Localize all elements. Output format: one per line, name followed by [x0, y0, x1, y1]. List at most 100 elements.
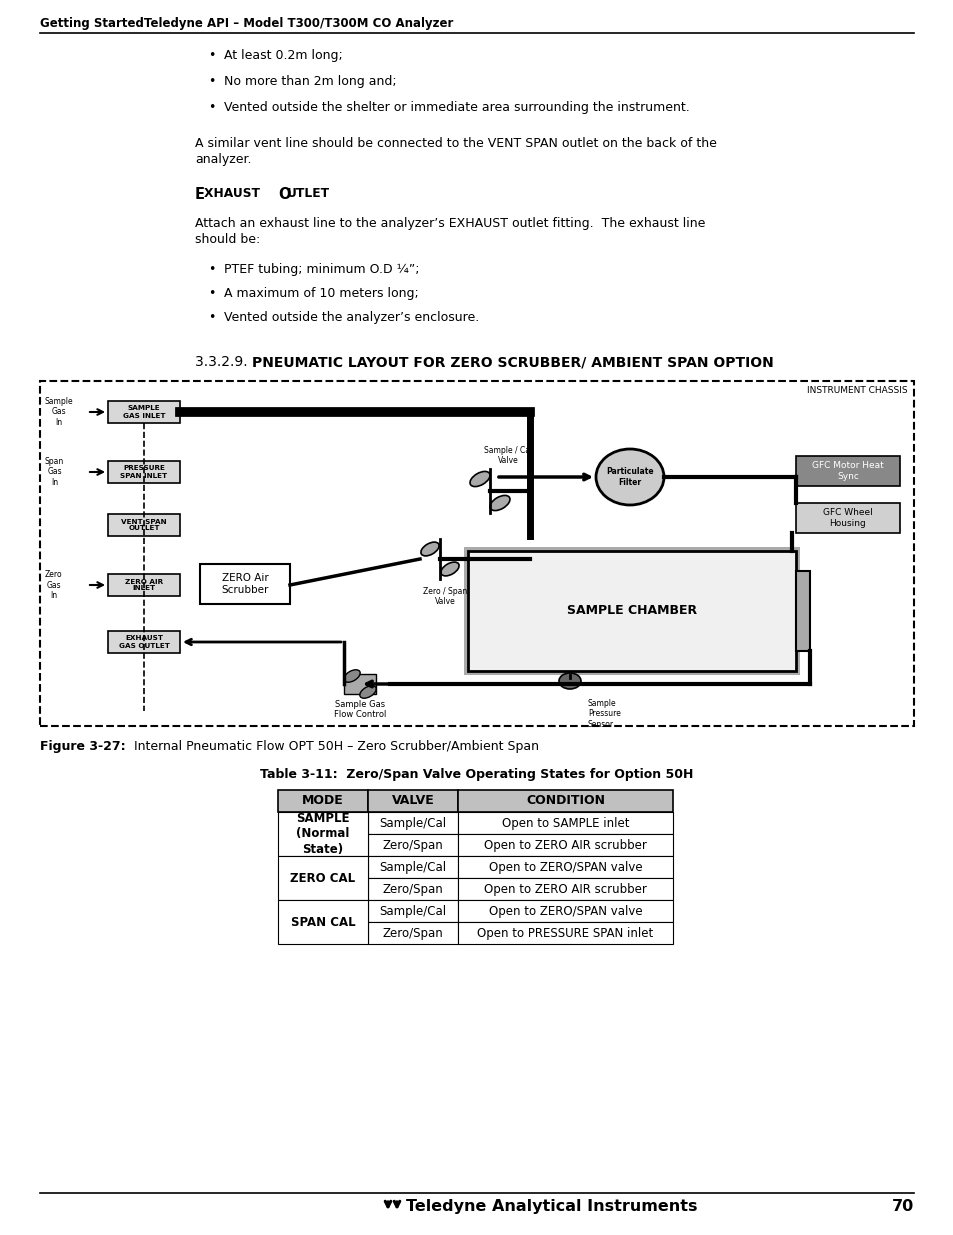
Text: Sample/Cal: Sample/Cal — [379, 904, 446, 918]
Text: A maximum of 10 meters long;: A maximum of 10 meters long; — [224, 287, 418, 300]
Text: •: • — [208, 311, 215, 324]
FancyBboxPatch shape — [457, 856, 672, 878]
Text: Vented outside the shelter or immediate area surrounding the instrument.: Vented outside the shelter or immediate … — [224, 101, 689, 114]
FancyBboxPatch shape — [277, 900, 368, 944]
Text: Span
Gas
In: Span Gas In — [45, 457, 64, 487]
Text: PTEF tubing; minimum O.D ¼”;: PTEF tubing; minimum O.D ¼”; — [224, 263, 419, 275]
FancyBboxPatch shape — [457, 834, 672, 856]
Text: Particulate
Filter: Particulate Filter — [605, 467, 653, 487]
Text: Open to ZERO AIR scrubber: Open to ZERO AIR scrubber — [483, 883, 646, 895]
FancyBboxPatch shape — [368, 811, 457, 834]
Text: ZERO AIR
INLET: ZERO AIR INLET — [125, 578, 163, 592]
FancyBboxPatch shape — [368, 878, 457, 900]
FancyBboxPatch shape — [795, 456, 899, 487]
Text: 70: 70 — [891, 1199, 913, 1214]
FancyBboxPatch shape — [108, 631, 180, 653]
FancyBboxPatch shape — [108, 514, 180, 536]
Text: 3.3.2.9.: 3.3.2.9. — [194, 354, 252, 369]
Text: •: • — [208, 49, 215, 62]
Text: Sample/Cal: Sample/Cal — [379, 816, 446, 830]
Text: VENT SPAN
OUTLET: VENT SPAN OUTLET — [121, 519, 167, 531]
Ellipse shape — [420, 542, 438, 556]
Text: SAMPLE CHAMBER: SAMPLE CHAMBER — [566, 604, 697, 618]
FancyBboxPatch shape — [108, 461, 180, 483]
Text: Zero/Span: Zero/Span — [382, 883, 443, 895]
Ellipse shape — [440, 562, 458, 576]
Ellipse shape — [490, 495, 510, 510]
FancyBboxPatch shape — [368, 923, 457, 944]
Text: Open to PRESSURE SPAN inlet: Open to PRESSURE SPAN inlet — [476, 926, 653, 940]
Text: Figure 3-27:: Figure 3-27: — [40, 740, 126, 753]
Text: Table 3-11:  Zero/Span Valve Operating States for Option 50H: Table 3-11: Zero/Span Valve Operating St… — [260, 768, 693, 781]
Text: Zero
Gas
In: Zero Gas In — [45, 571, 63, 600]
Text: Open to ZERO AIR scrubber: Open to ZERO AIR scrubber — [483, 839, 646, 851]
Ellipse shape — [596, 450, 663, 505]
FancyBboxPatch shape — [277, 811, 368, 856]
Text: INSTRUMENT CHASSIS: INSTRUMENT CHASSIS — [806, 387, 907, 395]
FancyBboxPatch shape — [795, 503, 899, 534]
Text: SAMPLE
(Normal
State): SAMPLE (Normal State) — [296, 813, 350, 856]
Ellipse shape — [558, 673, 580, 689]
FancyBboxPatch shape — [368, 834, 457, 856]
Text: Zero/Span: Zero/Span — [382, 926, 443, 940]
Text: EXHAUST
GAS OUTLET: EXHAUST GAS OUTLET — [118, 636, 170, 648]
FancyBboxPatch shape — [277, 856, 368, 900]
Text: should be:: should be: — [194, 233, 260, 246]
Text: Internal Pneumatic Flow OPT 50H – Zero Scrubber/Ambient Span: Internal Pneumatic Flow OPT 50H – Zero S… — [118, 740, 538, 753]
FancyBboxPatch shape — [457, 878, 672, 900]
FancyBboxPatch shape — [368, 900, 457, 923]
Text: Open to SAMPLE inlet: Open to SAMPLE inlet — [501, 816, 629, 830]
Text: Sample
Pressure
Sensor: Sample Pressure Sensor — [587, 699, 620, 729]
Text: •: • — [208, 263, 215, 275]
Text: Sample / Cal
Valve: Sample / Cal Valve — [483, 446, 532, 466]
Text: ZERO CAL: ZERO CAL — [290, 872, 355, 884]
FancyBboxPatch shape — [457, 811, 672, 834]
Text: Sample/Cal: Sample/Cal — [379, 861, 446, 873]
Text: Zero/Span: Zero/Span — [382, 839, 443, 851]
Text: •: • — [208, 75, 215, 88]
FancyBboxPatch shape — [344, 674, 375, 694]
Text: VALVE: VALVE — [392, 794, 434, 808]
FancyBboxPatch shape — [457, 900, 672, 923]
Text: UTLET: UTLET — [287, 186, 330, 200]
Text: No more than 2m long and;: No more than 2m long and; — [224, 75, 396, 88]
Text: O: O — [277, 186, 291, 203]
Text: CONDITION: CONDITION — [525, 794, 604, 808]
Text: PRESSURE
SPAN INLET: PRESSURE SPAN INLET — [120, 466, 168, 478]
FancyBboxPatch shape — [277, 790, 368, 811]
Text: Open to ZERO/SPAN valve: Open to ZERO/SPAN valve — [488, 861, 641, 873]
Text: PNEUMATIC LAYOUT FOR ZERO SCRUBBER/ AMBIENT SPAN OPTION: PNEUMATIC LAYOUT FOR ZERO SCRUBBER/ AMBI… — [252, 354, 773, 369]
FancyBboxPatch shape — [368, 856, 457, 878]
Ellipse shape — [343, 669, 360, 682]
FancyBboxPatch shape — [200, 564, 290, 604]
FancyBboxPatch shape — [468, 551, 795, 671]
Text: Sample
Gas
In: Sample Gas In — [45, 398, 73, 427]
Text: •: • — [208, 287, 215, 300]
FancyBboxPatch shape — [368, 790, 457, 811]
Text: ZERO Air
Scrubber: ZERO Air Scrubber — [221, 573, 269, 595]
Text: MODE: MODE — [302, 794, 343, 808]
Ellipse shape — [359, 685, 375, 698]
Text: SPAN CAL: SPAN CAL — [291, 915, 355, 929]
Text: Vented outside the analyzer’s enclosure.: Vented outside the analyzer’s enclosure. — [224, 311, 478, 324]
Text: SAMPLE
GAS INLET: SAMPLE GAS INLET — [123, 405, 165, 419]
Text: E: E — [194, 186, 205, 203]
Ellipse shape — [470, 472, 490, 487]
FancyBboxPatch shape — [795, 571, 809, 651]
FancyBboxPatch shape — [463, 547, 800, 676]
Text: Open to ZERO/SPAN valve: Open to ZERO/SPAN valve — [488, 904, 641, 918]
FancyBboxPatch shape — [457, 790, 672, 811]
Text: GFC Wheel
Housing: GFC Wheel Housing — [822, 509, 872, 527]
Text: Sample Gas
Flow Control: Sample Gas Flow Control — [334, 700, 386, 720]
FancyBboxPatch shape — [457, 923, 672, 944]
Text: Attach an exhaust line to the analyzer’s EXHAUST outlet fitting.  The exhaust li: Attach an exhaust line to the analyzer’s… — [194, 217, 704, 230]
Text: A similar vent line should be connected to the VENT SPAN outlet on the back of t: A similar vent line should be connected … — [194, 137, 716, 149]
Text: At least 0.2m long;: At least 0.2m long; — [224, 49, 342, 62]
Text: Getting StartedTeledyne API – Model T300/T300M CO Analyzer: Getting StartedTeledyne API – Model T300… — [40, 17, 453, 30]
Text: Zero / Span
Valve: Zero / Span Valve — [422, 587, 467, 606]
FancyBboxPatch shape — [108, 574, 180, 597]
Text: XHAUST: XHAUST — [204, 186, 264, 200]
FancyBboxPatch shape — [108, 401, 180, 424]
Text: Teledyne Analytical Instruments: Teledyne Analytical Instruments — [406, 1199, 697, 1214]
Text: analyzer.: analyzer. — [194, 153, 252, 165]
